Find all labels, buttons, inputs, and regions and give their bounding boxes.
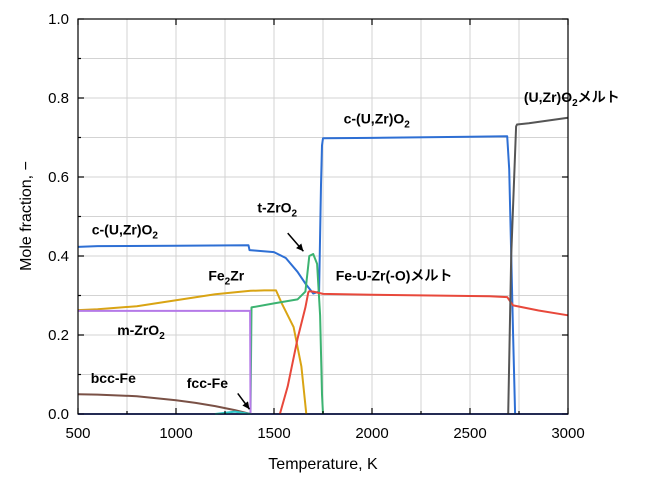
phase-label: t-ZrO2 <box>257 200 297 220</box>
y-tick-label: 0.6 <box>48 169 69 186</box>
phase-label: bcc-Fe <box>91 370 136 386</box>
series-line <box>507 116 569 415</box>
series-line <box>77 135 517 415</box>
x-tick-label: 2000 <box>355 425 388 442</box>
y-tick-label: 1.0 <box>48 11 69 28</box>
y-tick-label: 0.2 <box>48 327 69 344</box>
annotation-arrows <box>237 232 304 410</box>
phase-label: c-(U,Zr)O2 <box>344 111 411 131</box>
arrow-head <box>296 243 304 252</box>
phase-label: Fe-U-Zr(-O)メルト <box>336 267 453 283</box>
annotations: c-(U,Zr)O2 c-(U,Zr)O2 (U,Zr)O2メルト t-ZrO2 Fe2… <box>91 89 620 391</box>
y-axis-label: Mole fraction, − <box>18 161 35 271</box>
x-tick-label: 500 <box>65 425 90 442</box>
phase-label: c-(U,Zr)O2 <box>92 221 159 241</box>
series-line <box>249 253 324 415</box>
x-tick-label: 3000 <box>551 425 584 442</box>
series-line <box>77 393 251 415</box>
x-axis-label: Temperature, K <box>268 456 378 473</box>
series-line <box>77 289 308 415</box>
x-tick-label: 2500 <box>453 425 486 442</box>
x-tick-label: 1500 <box>257 425 290 442</box>
x-tick-label: 1000 <box>159 425 192 442</box>
y-tick-label: 0.0 <box>48 406 69 423</box>
grid <box>77 18 569 415</box>
phase-label: fcc-Fe <box>187 375 228 391</box>
tick-labels: 500 1000 1500 2000 2500 3000 0.0 0.2 0.4 0.6 0.8 1.… <box>48 11 585 442</box>
y-tick-label: 0.8 <box>48 90 69 107</box>
phase-label: (U,Zr)O2メルト <box>524 89 620 109</box>
axis-ticks <box>77 18 569 415</box>
phase-label: Fe2Zr <box>208 267 244 287</box>
series-line <box>78 309 252 415</box>
y-tick-label: 0.4 <box>48 248 69 265</box>
series-line <box>215 410 251 415</box>
phase-label: m-ZrO2 <box>117 322 165 342</box>
arrow-head <box>242 401 250 410</box>
